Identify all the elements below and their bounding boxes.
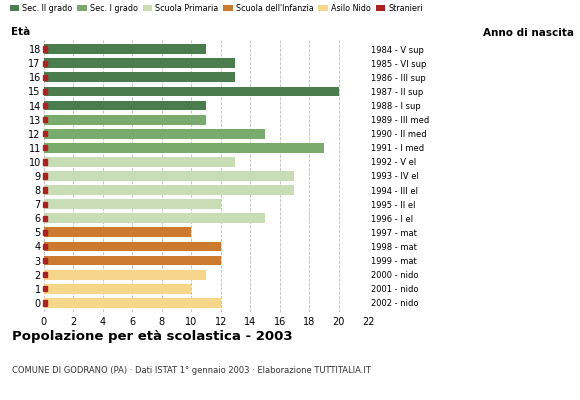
Bar (44, 101, 206, 110)
Bar (43, 286, 48, 292)
Bar (43, 173, 48, 179)
Bar (44, 284, 191, 294)
Bar (44, 86, 339, 96)
Bar (44, 143, 324, 153)
Bar (44, 213, 265, 223)
Bar (43, 131, 48, 136)
Bar (43, 145, 48, 150)
Bar (43, 117, 48, 122)
Bar (43, 159, 48, 164)
Bar (43, 216, 48, 221)
Bar (44, 72, 235, 82)
Bar (43, 75, 48, 80)
Bar (44, 157, 235, 167)
Bar (44, 270, 206, 280)
Legend: Sec. II grado, Sec. I grado, Scuola Primaria, Scuola dell'Infanzia, Asilo Nido, : Sec. II grado, Sec. I grado, Scuola Prim… (10, 4, 423, 13)
Bar (44, 129, 265, 139)
Bar (43, 244, 48, 249)
Bar (43, 202, 48, 207)
Text: Anno di nascita: Anno di nascita (483, 28, 574, 38)
Bar (43, 258, 48, 263)
Bar (43, 300, 48, 306)
Bar (44, 199, 220, 209)
Bar (44, 298, 220, 308)
Bar (43, 103, 48, 108)
Bar (43, 272, 48, 277)
Text: COMUNE DI GODRANO (PA) · Dati ISTAT 1° gennaio 2003 · Elaborazione TUTTITALIA.IT: COMUNE DI GODRANO (PA) · Dati ISTAT 1° g… (12, 366, 371, 375)
Bar (43, 60, 48, 66)
Bar (43, 230, 48, 235)
Bar (44, 185, 295, 195)
Text: Popolazione per età scolastica - 2003: Popolazione per età scolastica - 2003 (12, 330, 292, 343)
Bar (43, 46, 48, 52)
Bar (44, 242, 220, 251)
Bar (44, 115, 206, 124)
Bar (44, 256, 220, 266)
Bar (44, 171, 295, 181)
Text: Età: Età (11, 27, 30, 37)
Bar (44, 44, 206, 54)
Bar (44, 228, 191, 237)
Bar (43, 89, 48, 94)
Bar (44, 58, 235, 68)
Bar (43, 188, 48, 193)
